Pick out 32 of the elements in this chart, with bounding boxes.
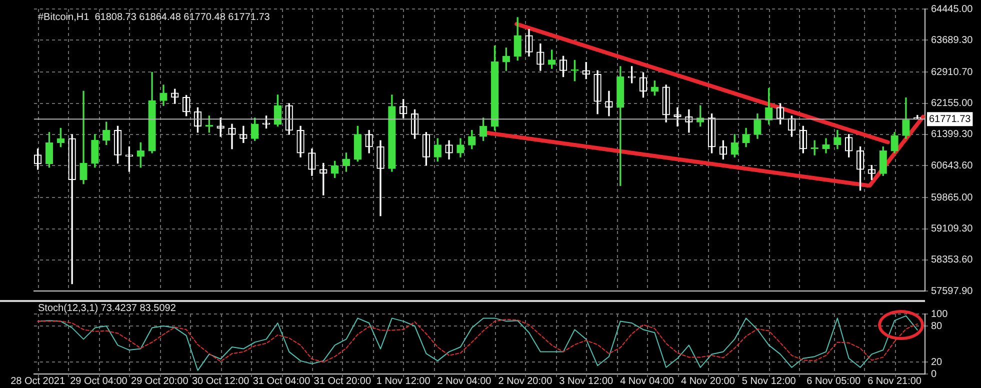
x-tick-label: 2 Nov 20:00	[498, 376, 553, 387]
y-tick-label: 80	[931, 320, 943, 332]
ref-line-label: 61771.73	[929, 114, 972, 125]
x-tick-label: 29 Oct 20:00	[131, 376, 189, 387]
y-tick-label: 58353.60	[931, 254, 974, 266]
y-tick-label: 61399.30	[931, 129, 974, 140]
x-tick-label: 4 Nov 04:00	[620, 376, 674, 387]
x-tick-label: 28 Oct 2021	[10, 376, 66, 387]
y-tick-label: 60643.60	[931, 160, 974, 172]
y-tick-label: 100	[931, 308, 948, 320]
chart-title: Stoch(12,3,1) 73.4237 83.5092	[38, 302, 176, 314]
x-tick-label: 4 Nov 20:00	[680, 376, 736, 387]
y-tick-label: 0	[931, 368, 937, 380]
y-tick-label: 63689.30	[931, 34, 974, 46]
x-tick-label: 2 Nov 04:00	[437, 376, 492, 387]
y-tick-label: 64445.00	[931, 4, 974, 15]
x-tick-label: 30 Oct 12:00	[192, 376, 250, 387]
y-tick-label: 57597.90	[931, 286, 974, 297]
x-tick-label: 5 Nov 12:00	[742, 376, 796, 387]
x-tick-label: 3 Nov 12:00	[559, 376, 614, 387]
x-tick-label: 31 Oct 20:00	[314, 376, 372, 387]
x-tick-label: 6 Nov 21:00	[868, 376, 922, 387]
y-tick-label: 59109.30	[931, 224, 974, 235]
x-tick-label: 31 Oct 04:00	[252, 376, 311, 387]
x-tick-label: 6 Nov 05:00	[806, 376, 862, 387]
x-tick-label: 29 Oct 04:00	[70, 376, 128, 387]
y-tick-label: 20	[931, 356, 943, 368]
y-tick-label: 59865.00	[931, 192, 974, 204]
y-tick-label: 62910.70	[931, 66, 974, 78]
x-tick-label: 1 Nov 12:00	[376, 376, 431, 387]
y-tick-label: 62155.00	[931, 98, 974, 110]
chart-title: #Bitcoin,H1 61808.73 61864.48 61770.48 61771.73	[38, 12, 270, 23]
